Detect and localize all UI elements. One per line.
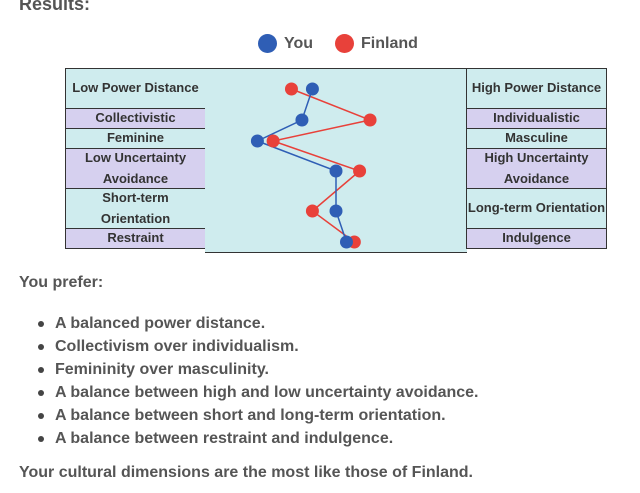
legend-swatch-finland: [335, 34, 355, 53]
preference-item: A balance between restraint and indulgen…: [38, 427, 479, 450]
dimensions-chart: Low Power Distance Collectivistic Feminine…: [65, 68, 609, 253]
dimension-left-label: Low Power Distance: [65, 68, 206, 109]
data-point-you: [250, 134, 264, 148]
dimension-right-label: Long-term Orientation: [466, 188, 607, 229]
legend-item-finland: Finland: [335, 34, 418, 53]
dimension-left-label: Collectivistic: [65, 108, 206, 129]
plot-area: [205, 68, 467, 253]
preference-item: Femininity over masculinity.: [38, 358, 479, 381]
data-point-you: [305, 82, 319, 96]
legend-item-you: You: [258, 34, 313, 53]
data-point-you: [329, 164, 343, 178]
dimension-left-label: Feminine: [65, 128, 206, 149]
preference-item: A balance between high and low uncertain…: [38, 381, 479, 404]
preferences-list: A balanced power distance. Collectivism …: [38, 312, 479, 450]
series-line-finland: [270, 88, 373, 243]
dimension-right-label: High Power Distance: [466, 68, 607, 109]
dimension-right-label: High Uncertainty Avoidance: [466, 148, 607, 189]
data-point-you: [295, 113, 309, 127]
dimension-right-label: Masculine: [466, 128, 607, 149]
plot-svg: [250, 82, 377, 249]
preference-item: Collectivism over individualism.: [38, 335, 479, 358]
data-point-finland: [353, 164, 367, 178]
legend-swatch-you: [258, 34, 277, 53]
legend-label-you: You: [284, 34, 314, 52]
legend-label-finland: Finland: [361, 34, 418, 52]
dimension-left-label: Short-term Orientation: [65, 188, 206, 229]
data-point-you: [329, 204, 343, 218]
dimension-left-label: Restraint: [65, 228, 206, 249]
preference-item: A balance between short and long-term or…: [38, 404, 479, 427]
left-labels-column: Low Power Distance Collectivistic Feminine…: [65, 68, 206, 249]
data-point-finland: [305, 204, 319, 218]
right-labels-column: High Power Distance Individualistic Mascul…: [466, 68, 607, 249]
chart-legend: You Finland: [258, 34, 440, 53]
data-point-you: [339, 235, 353, 249]
data-point-finland: [266, 134, 280, 148]
conclusion-text: Your cultural dimensions are the most li…: [19, 464, 473, 481]
prefer-heading: You prefer:: [19, 274, 104, 291]
data-point-finland: [284, 82, 298, 96]
dimension-left-label: Low Uncertainty Avoidance: [65, 148, 206, 189]
preference-item: A balanced power distance.: [38, 312, 479, 335]
dimension-right-label: Individualistic: [466, 108, 607, 129]
results-title: Results:: [19, 0, 91, 14]
data-point-finland: [363, 113, 377, 127]
dimension-right-label: Indulgence: [466, 228, 607, 249]
